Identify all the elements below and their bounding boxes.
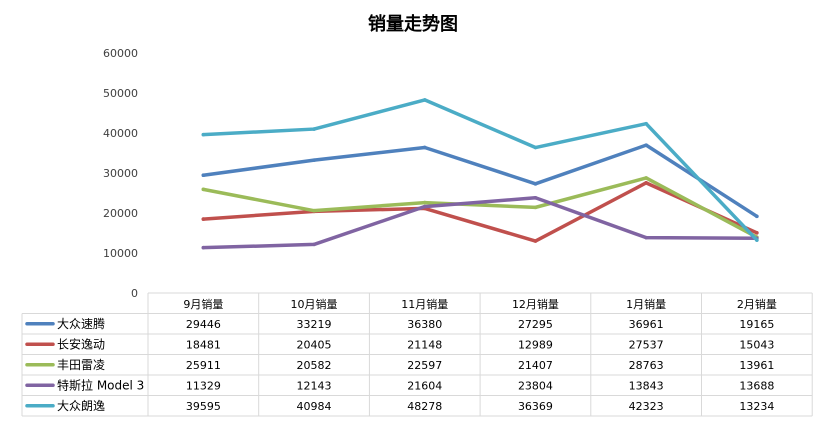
- data-value-label: 29446: [186, 318, 221, 331]
- data-point: [312, 158, 316, 162]
- data-value-label: 36961: [629, 318, 664, 331]
- data-value-label: 13843: [629, 379, 664, 392]
- data-value-label: 36369: [518, 400, 553, 413]
- x-tick-label: 11月销量: [401, 297, 448, 311]
- data-point: [533, 145, 538, 150]
- data-point: [644, 143, 648, 147]
- data-value-label: 48278: [407, 400, 442, 413]
- data-value-label: 22597: [407, 359, 442, 372]
- data-point: [201, 173, 206, 178]
- data-value-label: 12989: [518, 338, 553, 351]
- data-point: [422, 145, 427, 150]
- data-point: [201, 217, 206, 221]
- data-value-label: 42323: [629, 400, 664, 413]
- data-value-label: 39595: [186, 400, 221, 413]
- data-point: [422, 98, 427, 102]
- series-line: [201, 196, 759, 250]
- data-point: [533, 182, 538, 186]
- data-value-label: 13688: [739, 379, 774, 392]
- legend-label: 丰田雷凌: [57, 358, 105, 372]
- series-line: [201, 181, 759, 243]
- data-value-label: 40984: [297, 400, 332, 413]
- data-value-label: 15043: [739, 338, 774, 351]
- data-value-label: 25911: [186, 359, 221, 372]
- data-value-label: 21407: [518, 359, 553, 372]
- data-point: [644, 181, 648, 185]
- y-tick-label: 40000: [103, 127, 138, 140]
- x-tick-label: 9月销量: [183, 297, 223, 311]
- data-value-label: 36380: [407, 318, 442, 331]
- data-value-label: 11329: [186, 379, 221, 392]
- data-point: [422, 200, 427, 205]
- data-point: [312, 208, 316, 213]
- y-tick-label: 10000: [103, 247, 138, 260]
- y-tick-label: 50000: [103, 87, 138, 100]
- y-tick-label: 0: [131, 287, 138, 300]
- data-value-label: 21604: [407, 379, 442, 392]
- data-point: [312, 242, 316, 247]
- legend-label: 大众速腾: [57, 316, 105, 331]
- legend-label: 特斯拉 Model 3: [57, 377, 144, 392]
- data-point: [533, 239, 538, 243]
- data-point: [201, 132, 206, 137]
- data-value-label: 20582: [297, 359, 332, 372]
- data-point: [422, 204, 427, 209]
- data-value-label: 33219: [297, 318, 332, 331]
- x-tick-label: 12月销量: [512, 297, 559, 311]
- x-tick-label: 1月销量: [626, 297, 666, 311]
- data-point: [644, 176, 648, 180]
- data-point: [755, 231, 759, 235]
- data-point: [533, 205, 538, 210]
- data-value-label: 20405: [297, 338, 332, 351]
- y-tick-label: 60000: [103, 47, 138, 60]
- legend-label: 大众朗逸: [57, 399, 105, 413]
- series-line: [201, 98, 759, 242]
- data-value-label: 27537: [629, 338, 664, 351]
- y-tick-label: 20000: [103, 207, 138, 220]
- data-point: [201, 245, 206, 250]
- data-point: [312, 127, 316, 131]
- data-point: [533, 195, 538, 200]
- data-value-label: 27295: [518, 318, 553, 331]
- data-point: [201, 187, 206, 192]
- data-value-label: 28763: [629, 359, 664, 372]
- x-tick-label: 2月销量: [737, 297, 777, 311]
- series-line: [201, 176, 759, 239]
- data-value-label: 21148: [407, 338, 442, 351]
- data-value-label: 18481: [186, 338, 221, 351]
- series-line: [201, 143, 759, 219]
- data-value-label: 13961: [739, 359, 774, 372]
- data-point: [755, 238, 759, 242]
- data-value-label: 23804: [518, 379, 553, 392]
- data-value-label: 19165: [739, 318, 774, 331]
- data-value-label: 12143: [297, 379, 332, 392]
- x-tick-label: 10月销量: [291, 297, 338, 311]
- legend-label: 长安逸动: [57, 336, 105, 351]
- y-tick-label: 30000: [103, 167, 138, 180]
- data-value-label: 13234: [739, 400, 774, 413]
- chart-title: 销量走势图: [368, 13, 458, 35]
- data-point: [644, 121, 648, 126]
- data-point: [755, 214, 759, 219]
- data-point: [644, 235, 648, 240]
